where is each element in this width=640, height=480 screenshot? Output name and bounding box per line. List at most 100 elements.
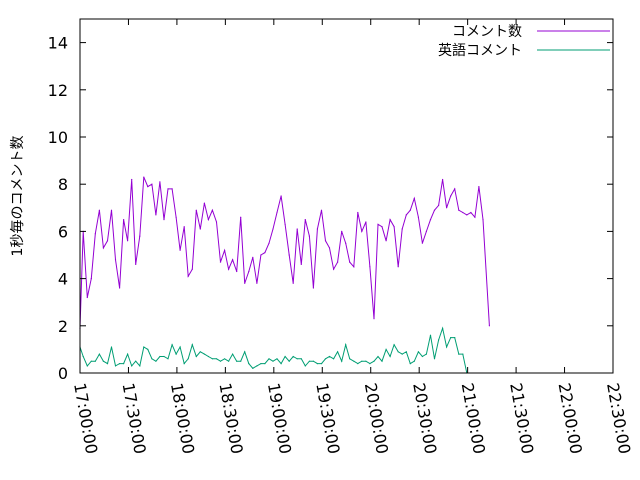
data-point <box>353 360 355 362</box>
data-point <box>482 219 484 221</box>
data-point <box>147 186 149 188</box>
data-point <box>328 247 331 249</box>
data-point <box>106 240 109 242</box>
series-2 <box>79 326 468 374</box>
data-point <box>377 223 379 225</box>
data-point <box>94 360 96 362</box>
data-point <box>211 358 213 360</box>
data-point <box>389 219 391 221</box>
data-point <box>272 228 274 230</box>
data-point <box>207 219 209 221</box>
data-point <box>155 214 157 216</box>
data-point <box>458 353 460 355</box>
data-point <box>159 181 161 183</box>
data-point <box>316 228 318 230</box>
data-point <box>337 351 339 353</box>
data-point <box>433 209 436 211</box>
x-tick-label: 20:00:00 <box>361 381 392 455</box>
data-point <box>284 223 286 225</box>
data-point <box>337 261 339 263</box>
series-line <box>79 326 468 374</box>
data-point <box>191 344 193 346</box>
data-point <box>240 216 242 218</box>
y-tick-label: 2 <box>58 317 68 336</box>
x-tick-label: 18:00:00 <box>167 381 198 455</box>
data-point <box>381 226 383 228</box>
data-point <box>187 358 189 360</box>
x-tick-label: 21:00:00 <box>458 381 489 455</box>
data-point <box>215 221 218 223</box>
data-point <box>454 188 456 190</box>
data-point <box>131 365 133 367</box>
data-point <box>288 360 290 362</box>
data-point <box>417 351 419 353</box>
data-point <box>272 360 274 362</box>
y-tick-label: 14 <box>48 34 68 53</box>
data-point <box>256 365 258 367</box>
data-point <box>300 263 302 265</box>
data-point <box>450 337 452 339</box>
data-point <box>304 365 306 367</box>
data-point <box>328 355 331 358</box>
data-point <box>429 219 432 221</box>
data-point <box>219 360 222 362</box>
data-point <box>320 363 323 365</box>
data-point <box>421 242 423 244</box>
x-tick-label: 18:30:00 <box>215 381 246 455</box>
data-point <box>183 363 185 365</box>
data-point <box>357 363 359 365</box>
data-point <box>244 282 246 284</box>
data-point <box>252 256 254 258</box>
data-point <box>163 355 165 358</box>
data-point <box>349 261 351 263</box>
data-point <box>296 358 298 360</box>
data-point <box>361 230 363 232</box>
data-point <box>155 360 157 362</box>
x-tick-label: 22:00:00 <box>555 381 586 455</box>
data-point <box>203 353 205 355</box>
x-tick-label: 19:30:00 <box>312 381 343 455</box>
data-point <box>438 204 440 206</box>
data-point <box>102 247 104 249</box>
data-point <box>369 363 371 365</box>
data-point <box>462 211 464 214</box>
data-point <box>365 221 367 223</box>
data-point <box>228 360 230 362</box>
data-point <box>316 363 318 365</box>
data-point <box>252 367 254 369</box>
data-point <box>393 226 395 228</box>
data-point <box>333 358 335 360</box>
data-point <box>353 266 355 268</box>
y-axis: 0 2 4 6 8 10 12 14 <box>48 34 613 383</box>
data-point <box>90 278 92 280</box>
series-lines <box>79 176 490 374</box>
data-point <box>187 275 189 277</box>
data-point <box>143 346 145 348</box>
data-point <box>224 358 226 360</box>
data-point <box>413 197 415 199</box>
y-tick-label: 4 <box>58 270 68 289</box>
data-point <box>211 209 213 211</box>
data-point <box>308 360 310 362</box>
data-point <box>478 186 480 188</box>
data-point <box>135 360 137 362</box>
data-point <box>171 188 173 190</box>
data-point <box>405 351 407 353</box>
data-point <box>264 363 266 365</box>
data-point <box>349 358 351 360</box>
y-tick-label: 8 <box>58 175 68 194</box>
data-point <box>488 325 490 327</box>
data-point <box>385 240 387 242</box>
data-point <box>106 363 109 365</box>
data-point <box>312 287 314 289</box>
data-point <box>248 363 250 365</box>
data-point <box>409 363 411 365</box>
data-point <box>333 268 335 270</box>
data-point <box>417 216 419 218</box>
data-point <box>425 353 427 355</box>
series-1 <box>79 176 490 329</box>
data-point <box>357 211 359 214</box>
data-point <box>341 230 343 232</box>
